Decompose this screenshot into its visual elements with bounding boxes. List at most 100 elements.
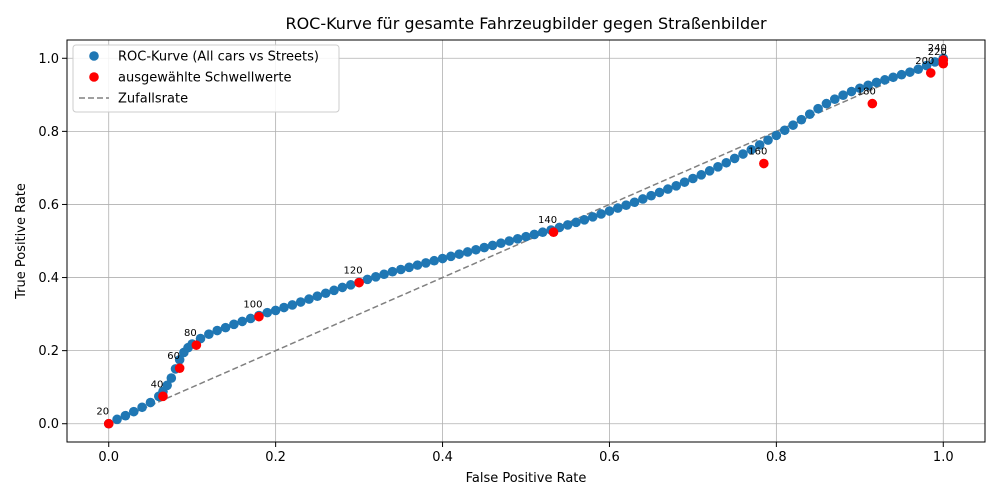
threshold-point: [174, 363, 185, 373]
grid-lines: [67, 40, 985, 442]
roc-point: [137, 402, 147, 413]
roc-point: [646, 190, 656, 201]
roc-point: [270, 305, 281, 316]
roc-point: [295, 297, 306, 307]
roc-point: [174, 354, 185, 365]
roc-point: [245, 313, 256, 324]
roc-point: [663, 184, 673, 194]
roc-point: [512, 234, 523, 244]
roc-point: [671, 181, 682, 191]
roc-point: [521, 231, 531, 242]
y-tick-label: 0.0: [38, 417, 59, 432]
threshold-label: 40: [151, 379, 164, 390]
threshold-label: 80: [184, 328, 197, 339]
y-tick-label: 0.6: [38, 198, 59, 213]
roc-point: [871, 77, 882, 88]
y-axis-label: True Positive Rate: [14, 183, 29, 300]
roc-point: [454, 249, 465, 259]
threshold-label: 20: [96, 407, 109, 418]
roc-point: [387, 266, 398, 277]
roc-point: [370, 272, 381, 282]
x-tick-label: 0.0: [98, 450, 119, 465]
roc-point: [896, 69, 907, 80]
roc-point: [421, 258, 431, 268]
roc-point: [629, 197, 640, 208]
roc-point: [746, 144, 757, 155]
roc-series: [103, 53, 949, 429]
roc-point: [930, 57, 940, 67]
roc-point: [145, 397, 156, 408]
roc-point: [654, 187, 665, 198]
roc-point: [204, 329, 214, 339]
x-tick-label: 0.8: [766, 450, 787, 465]
roc-point: [162, 380, 172, 391]
threshold-point: [354, 277, 364, 288]
roc-point: [345, 280, 356, 290]
roc-point: [279, 302, 289, 313]
threshold-label: 220: [928, 47, 947, 58]
roc-point: [813, 103, 823, 114]
roc-point: [237, 316, 248, 327]
legend-entry-thresholds: ausgewählte Schwellwerte: [118, 71, 291, 86]
roc-point: [613, 203, 623, 213]
roc-point: [487, 240, 498, 251]
threshold-point: [103, 418, 114, 429]
roc-point: [412, 260, 423, 270]
roc-point: [262, 307, 273, 318]
roc-point: [166, 373, 177, 383]
roc-point: [379, 269, 389, 280]
roc-point: [788, 120, 798, 130]
roc-point: [763, 135, 773, 145]
legend-marker-thresholds: [89, 72, 99, 82]
roc-point: [921, 60, 932, 71]
x-tick-label: 1.0: [933, 450, 954, 465]
roc-point: [804, 109, 815, 119]
roc-point: [337, 282, 348, 293]
roc-point: [721, 157, 732, 168]
chart-title: ROC-Kurve für gesamte Fahrzeugbilder geg…: [285, 14, 766, 33]
roc-point: [479, 242, 490, 253]
roc-point: [446, 251, 456, 262]
roc-point: [829, 94, 840, 105]
roc-point: [905, 67, 915, 77]
y-ticks: 0.0 0.2 0.4 0.6 0.8 1.0: [38, 52, 67, 432]
roc-point: [704, 166, 715, 176]
roc-point: [587, 212, 598, 222]
y-tick-label: 0.4: [38, 271, 59, 286]
y-tick-label: 0.2: [38, 344, 59, 359]
legend-marker-roc: [89, 51, 99, 61]
threshold-point: [191, 340, 202, 350]
roc-point: [913, 64, 924, 75]
roc-point: [537, 227, 548, 238]
roc-point: [496, 238, 506, 248]
threshold-point: [938, 55, 949, 65]
roc-point: [404, 262, 414, 273]
legend: ROC-Kurve (All cars vs Streets) ausgewäh…: [72, 44, 340, 113]
threshold-label: 240: [928, 43, 947, 54]
roc-point: [229, 319, 239, 330]
legend-entry-random: Zufallsrate: [118, 92, 188, 107]
roc-point: [888, 72, 898, 83]
roc-point: [220, 322, 231, 333]
y-tick-label: 0.8: [38, 125, 59, 140]
x-axis-label: False Positive Rate: [466, 471, 587, 486]
roc-point: [771, 130, 782, 141]
roc-point: [604, 206, 615, 216]
roc-point: [396, 264, 406, 275]
roc-point: [562, 220, 573, 230]
roc-point: [128, 406, 139, 417]
x-tick-label: 0.6: [599, 450, 620, 465]
roc-point: [437, 253, 448, 264]
y-tick-label: 1.0: [38, 52, 59, 67]
threshold-series: [103, 55, 949, 429]
roc-point: [679, 177, 690, 187]
roc-point: [621, 200, 631, 210]
threshold-point: [548, 227, 559, 238]
x-ticks: 0.0 0.2 0.4 0.6 0.8 1.0: [98, 442, 954, 465]
threshold-label: 140: [538, 215, 557, 226]
threshold-label: 200: [915, 56, 934, 67]
roc-point: [529, 229, 540, 240]
